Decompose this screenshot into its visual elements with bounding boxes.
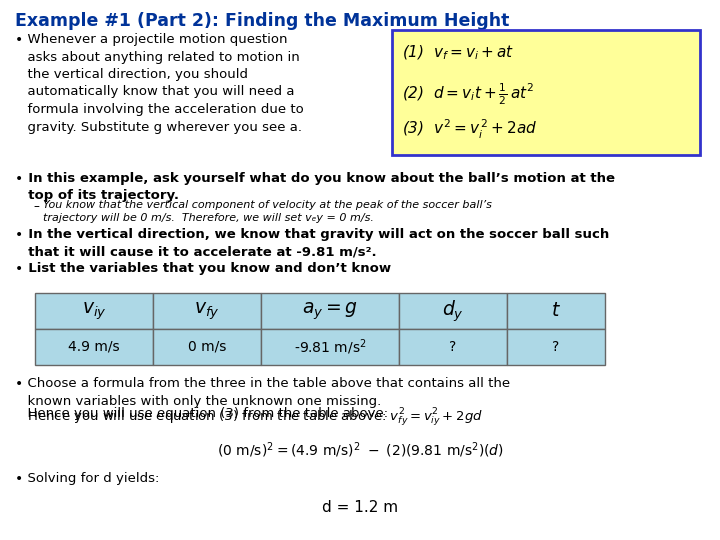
Text: $(0\ \mathrm{m/s})^2 = (4.9\ \mathrm{m/s})^2\ -\ (2)(9.81\ \mathrm{m/s}^2)(d)$: $(0\ \mathrm{m/s})^2 = (4.9\ \mathrm{m/s… (217, 440, 503, 460)
Text: d = 1.2 m: d = 1.2 m (322, 500, 398, 515)
FancyBboxPatch shape (261, 293, 399, 329)
Text: 4.9 m/s: 4.9 m/s (68, 340, 120, 354)
FancyBboxPatch shape (261, 329, 399, 365)
FancyBboxPatch shape (507, 329, 605, 365)
FancyBboxPatch shape (392, 30, 700, 155)
FancyBboxPatch shape (507, 293, 605, 329)
Text: Whenever a projectile motion question
  asks about anything related to motion in: Whenever a projectile motion question as… (19, 33, 304, 133)
FancyBboxPatch shape (153, 293, 261, 329)
FancyBboxPatch shape (35, 329, 153, 365)
Text: $t$: $t$ (551, 301, 561, 321)
Text: •: • (15, 33, 23, 47)
Text: Hence you will use equation (3) from the table above: $v_{fy}^{2} = v_{iy}^{2} +: Hence you will use equation (3) from the… (19, 407, 483, 429)
FancyBboxPatch shape (35, 293, 153, 329)
Text: $v_{iy}$: $v_{iy}$ (81, 300, 107, 322)
FancyBboxPatch shape (399, 293, 507, 329)
Text: $a_y = g$: $a_y = g$ (302, 300, 358, 322)
Text: ?: ? (552, 340, 559, 354)
Text: $v_{fy}$: $v_{fy}$ (194, 300, 220, 322)
Text: •: • (15, 228, 23, 242)
Text: You know that the vertical component of velocity at the peak of the soccer ball’: You know that the vertical component of … (43, 200, 492, 223)
FancyBboxPatch shape (399, 329, 507, 365)
Text: (2)  $d = v_i t + \frac{1}{2}\,at^2$: (2) $d = v_i t + \frac{1}{2}\,at^2$ (402, 81, 534, 106)
Text: Hence you will use equation (3) from the table above:: Hence you will use equation (3) from the… (19, 407, 392, 420)
Text: 0 m/s: 0 m/s (188, 340, 226, 354)
Text: •: • (15, 377, 23, 391)
Text: In the vertical direction, we know that gravity will act on the soccer ball such: In the vertical direction, we know that … (19, 228, 609, 259)
Text: –: – (33, 200, 39, 213)
Text: ?: ? (449, 340, 456, 354)
Text: (3)  $v^2 = v_i^{\,2} +2ad$: (3) $v^2 = v_i^{\,2} +2ad$ (402, 118, 537, 141)
Text: •: • (15, 472, 23, 486)
Text: Solving for d yields:: Solving for d yields: (19, 472, 159, 485)
Text: $d_y$: $d_y$ (442, 298, 464, 324)
Text: List the variables that you know and don’t know: List the variables that you know and don… (19, 262, 391, 275)
Text: -9.81 m/s$^2$: -9.81 m/s$^2$ (294, 337, 366, 357)
Text: In this example, ask yourself what do you know about the ball’s motion at the
  : In this example, ask yourself what do yo… (19, 172, 615, 202)
Text: (1)  $v_f = v_i + at$: (1) $v_f = v_i + at$ (402, 44, 514, 63)
Text: Example #1 (Part 2): Finding the Maximum Height: Example #1 (Part 2): Finding the Maximum… (15, 12, 509, 30)
FancyBboxPatch shape (153, 329, 261, 365)
Text: Choose a formula from the three in the table above that contains all the
  known: Choose a formula from the three in the t… (19, 377, 510, 408)
Text: •: • (15, 262, 23, 276)
Text: •: • (15, 172, 23, 186)
